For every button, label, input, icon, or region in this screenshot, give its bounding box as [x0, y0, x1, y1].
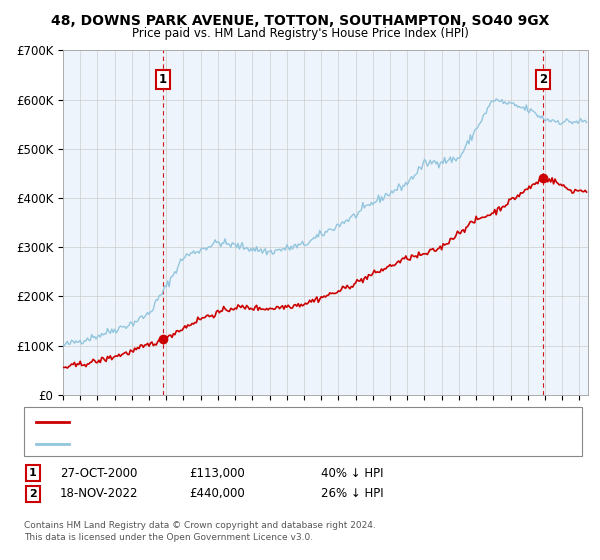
Text: 2: 2	[29, 489, 37, 499]
Text: Contains HM Land Registry data © Crown copyright and database right 2024.: Contains HM Land Registry data © Crown c…	[24, 521, 376, 530]
Text: This data is licensed under the Open Government Licence v3.0.: This data is licensed under the Open Gov…	[24, 533, 313, 542]
Text: 27-OCT-2000: 27-OCT-2000	[60, 466, 137, 480]
Text: 18-NOV-2022: 18-NOV-2022	[60, 487, 139, 501]
Text: 1: 1	[159, 73, 167, 86]
Text: Price paid vs. HM Land Registry's House Price Index (HPI): Price paid vs. HM Land Registry's House …	[131, 27, 469, 40]
Text: 40% ↓ HPI: 40% ↓ HPI	[321, 466, 383, 480]
Text: 48, DOWNS PARK AVENUE, TOTTON, SOUTHAMPTON, SO40 9GX: 48, DOWNS PARK AVENUE, TOTTON, SOUTHAMPT…	[51, 14, 549, 28]
Text: 26% ↓ HPI: 26% ↓ HPI	[321, 487, 383, 501]
Text: £440,000: £440,000	[189, 487, 245, 501]
Text: 48, DOWNS PARK AVENUE, TOTTON, SOUTHAMPTON, SO40 9GX (detached house): 48, DOWNS PARK AVENUE, TOTTON, SOUTHAMPT…	[75, 417, 502, 427]
Text: HPI: Average price, detached house, New Forest: HPI: Average price, detached house, New …	[75, 439, 326, 449]
Text: £113,000: £113,000	[189, 466, 245, 480]
Text: 2: 2	[539, 73, 547, 86]
Text: 1: 1	[29, 468, 37, 478]
